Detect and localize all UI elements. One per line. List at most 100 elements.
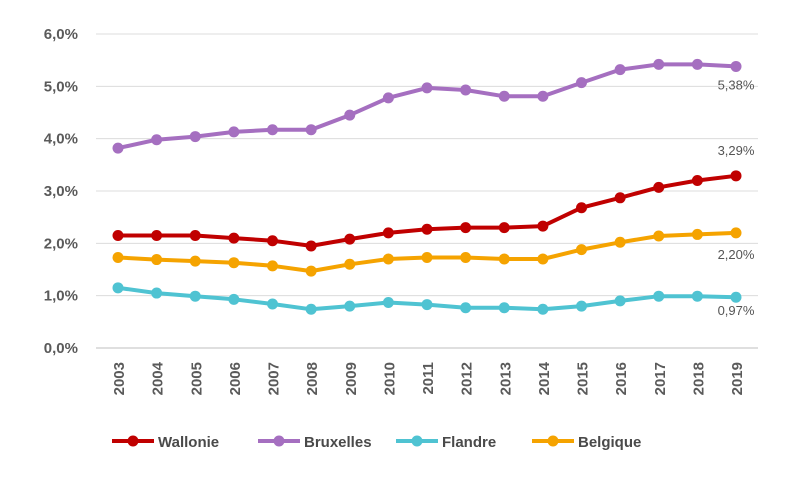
data-point xyxy=(267,298,278,310)
data-point xyxy=(460,84,472,96)
series-wallonie xyxy=(112,170,742,252)
data-point xyxy=(267,235,278,247)
data-point xyxy=(576,202,587,214)
x-tick-label: 2009 xyxy=(343,362,360,395)
data-point xyxy=(614,64,626,76)
legend-item-belgique: Belgique xyxy=(532,434,641,451)
legend-item-wallonie: Wallonie xyxy=(112,434,219,451)
data-point xyxy=(730,60,742,72)
data-point xyxy=(189,255,201,267)
legend: Wallonie Bruxelles Flandre Belgique xyxy=(112,434,641,451)
data-point xyxy=(653,58,665,70)
x-tick-label: 2012 xyxy=(459,362,476,395)
y-tick-label: 0,0% xyxy=(44,340,78,357)
data-point xyxy=(112,282,124,294)
data-point xyxy=(614,236,626,248)
data-point xyxy=(498,222,510,234)
y-tick-label: 4,0% xyxy=(44,131,78,148)
data-point xyxy=(421,251,433,263)
x-tick-label: 2005 xyxy=(188,362,205,395)
data-point xyxy=(537,303,549,315)
series-lines xyxy=(112,58,742,315)
x-tick-label: 2013 xyxy=(497,362,514,395)
data-point xyxy=(228,257,240,269)
data-point xyxy=(112,142,124,154)
legend-label: Belgique xyxy=(578,434,641,451)
data-point xyxy=(151,254,163,266)
data-point xyxy=(344,233,356,245)
data-point xyxy=(228,126,240,138)
data-point xyxy=(460,302,472,314)
data-point xyxy=(576,300,587,312)
legend-item-flandre: Flandre xyxy=(396,434,496,451)
data-point xyxy=(691,228,703,240)
data-point xyxy=(421,223,433,235)
x-tick-label: 2016 xyxy=(613,362,630,395)
x-tick-label: 2014 xyxy=(536,361,553,395)
series-line xyxy=(116,173,738,248)
data-point xyxy=(189,290,201,302)
data-point xyxy=(537,253,549,265)
series-bruxelles xyxy=(112,58,742,154)
legend-item-bruxelles: Bruxelles xyxy=(258,434,372,451)
data-point xyxy=(189,229,201,241)
x-tick-label: 2011 xyxy=(420,362,437,395)
data-point xyxy=(460,251,472,263)
data-point xyxy=(189,131,201,143)
data-point xyxy=(498,90,510,102)
legend-label: Flandre xyxy=(442,434,496,451)
data-point xyxy=(421,299,433,311)
data-point xyxy=(151,134,163,146)
data-point xyxy=(537,220,549,232)
data-point xyxy=(691,290,703,302)
data-point xyxy=(382,253,394,265)
data-point xyxy=(498,302,510,314)
data-point xyxy=(614,192,626,204)
data-point xyxy=(730,291,742,303)
data-point xyxy=(305,240,317,252)
data-point xyxy=(344,109,356,121)
legend-swatch-marker xyxy=(411,435,423,447)
legend-label: Bruxelles xyxy=(304,434,372,451)
series-flandre xyxy=(112,282,742,315)
data-point xyxy=(421,82,433,94)
data-point xyxy=(112,229,124,241)
end-label-bruxelles: 5,38% xyxy=(718,77,755,92)
data-point xyxy=(730,227,742,239)
x-axis-tick-labels: 2003 2004 2005 2006 2007 2008 2009 2010 2011 2012… xyxy=(111,361,746,395)
end-label-flandre: 0,97% xyxy=(718,303,755,318)
data-point xyxy=(382,296,394,308)
end-label-belgique: 2,20% xyxy=(718,247,755,262)
data-point xyxy=(151,287,163,299)
data-point xyxy=(267,260,278,272)
data-point xyxy=(653,230,665,242)
data-point xyxy=(305,265,317,277)
data-point xyxy=(537,90,549,102)
data-point xyxy=(228,293,240,305)
y-tick-label: 2,0% xyxy=(44,235,78,252)
x-tick-label: 2015 xyxy=(575,362,592,395)
x-tick-label: 2007 xyxy=(266,362,283,395)
x-tick-label: 2010 xyxy=(381,362,398,395)
data-point xyxy=(344,300,356,312)
legend-swatch-marker xyxy=(273,435,285,447)
y-axis-tick-labels: 0,0% 1,0% 2,0% 3,0% 4,0% 5,0% 6,0% xyxy=(44,26,78,357)
data-point xyxy=(653,290,665,302)
data-point xyxy=(691,175,703,187)
y-tick-label: 6,0% xyxy=(44,26,78,43)
x-tick-label: 2003 xyxy=(111,362,128,395)
data-point xyxy=(382,92,394,104)
data-point xyxy=(730,170,742,182)
data-point xyxy=(576,244,587,256)
legend-swatch-marker xyxy=(127,435,139,447)
data-point xyxy=(305,303,317,315)
y-tick-label: 3,0% xyxy=(44,183,78,200)
data-point xyxy=(151,229,163,241)
data-point xyxy=(344,258,356,270)
x-tick-label: 2004 xyxy=(150,361,167,395)
data-point xyxy=(305,124,317,136)
data-point xyxy=(576,77,587,89)
data-point xyxy=(267,124,278,136)
legend-label: Wallonie xyxy=(158,434,219,451)
legend-swatch-marker xyxy=(547,435,559,447)
